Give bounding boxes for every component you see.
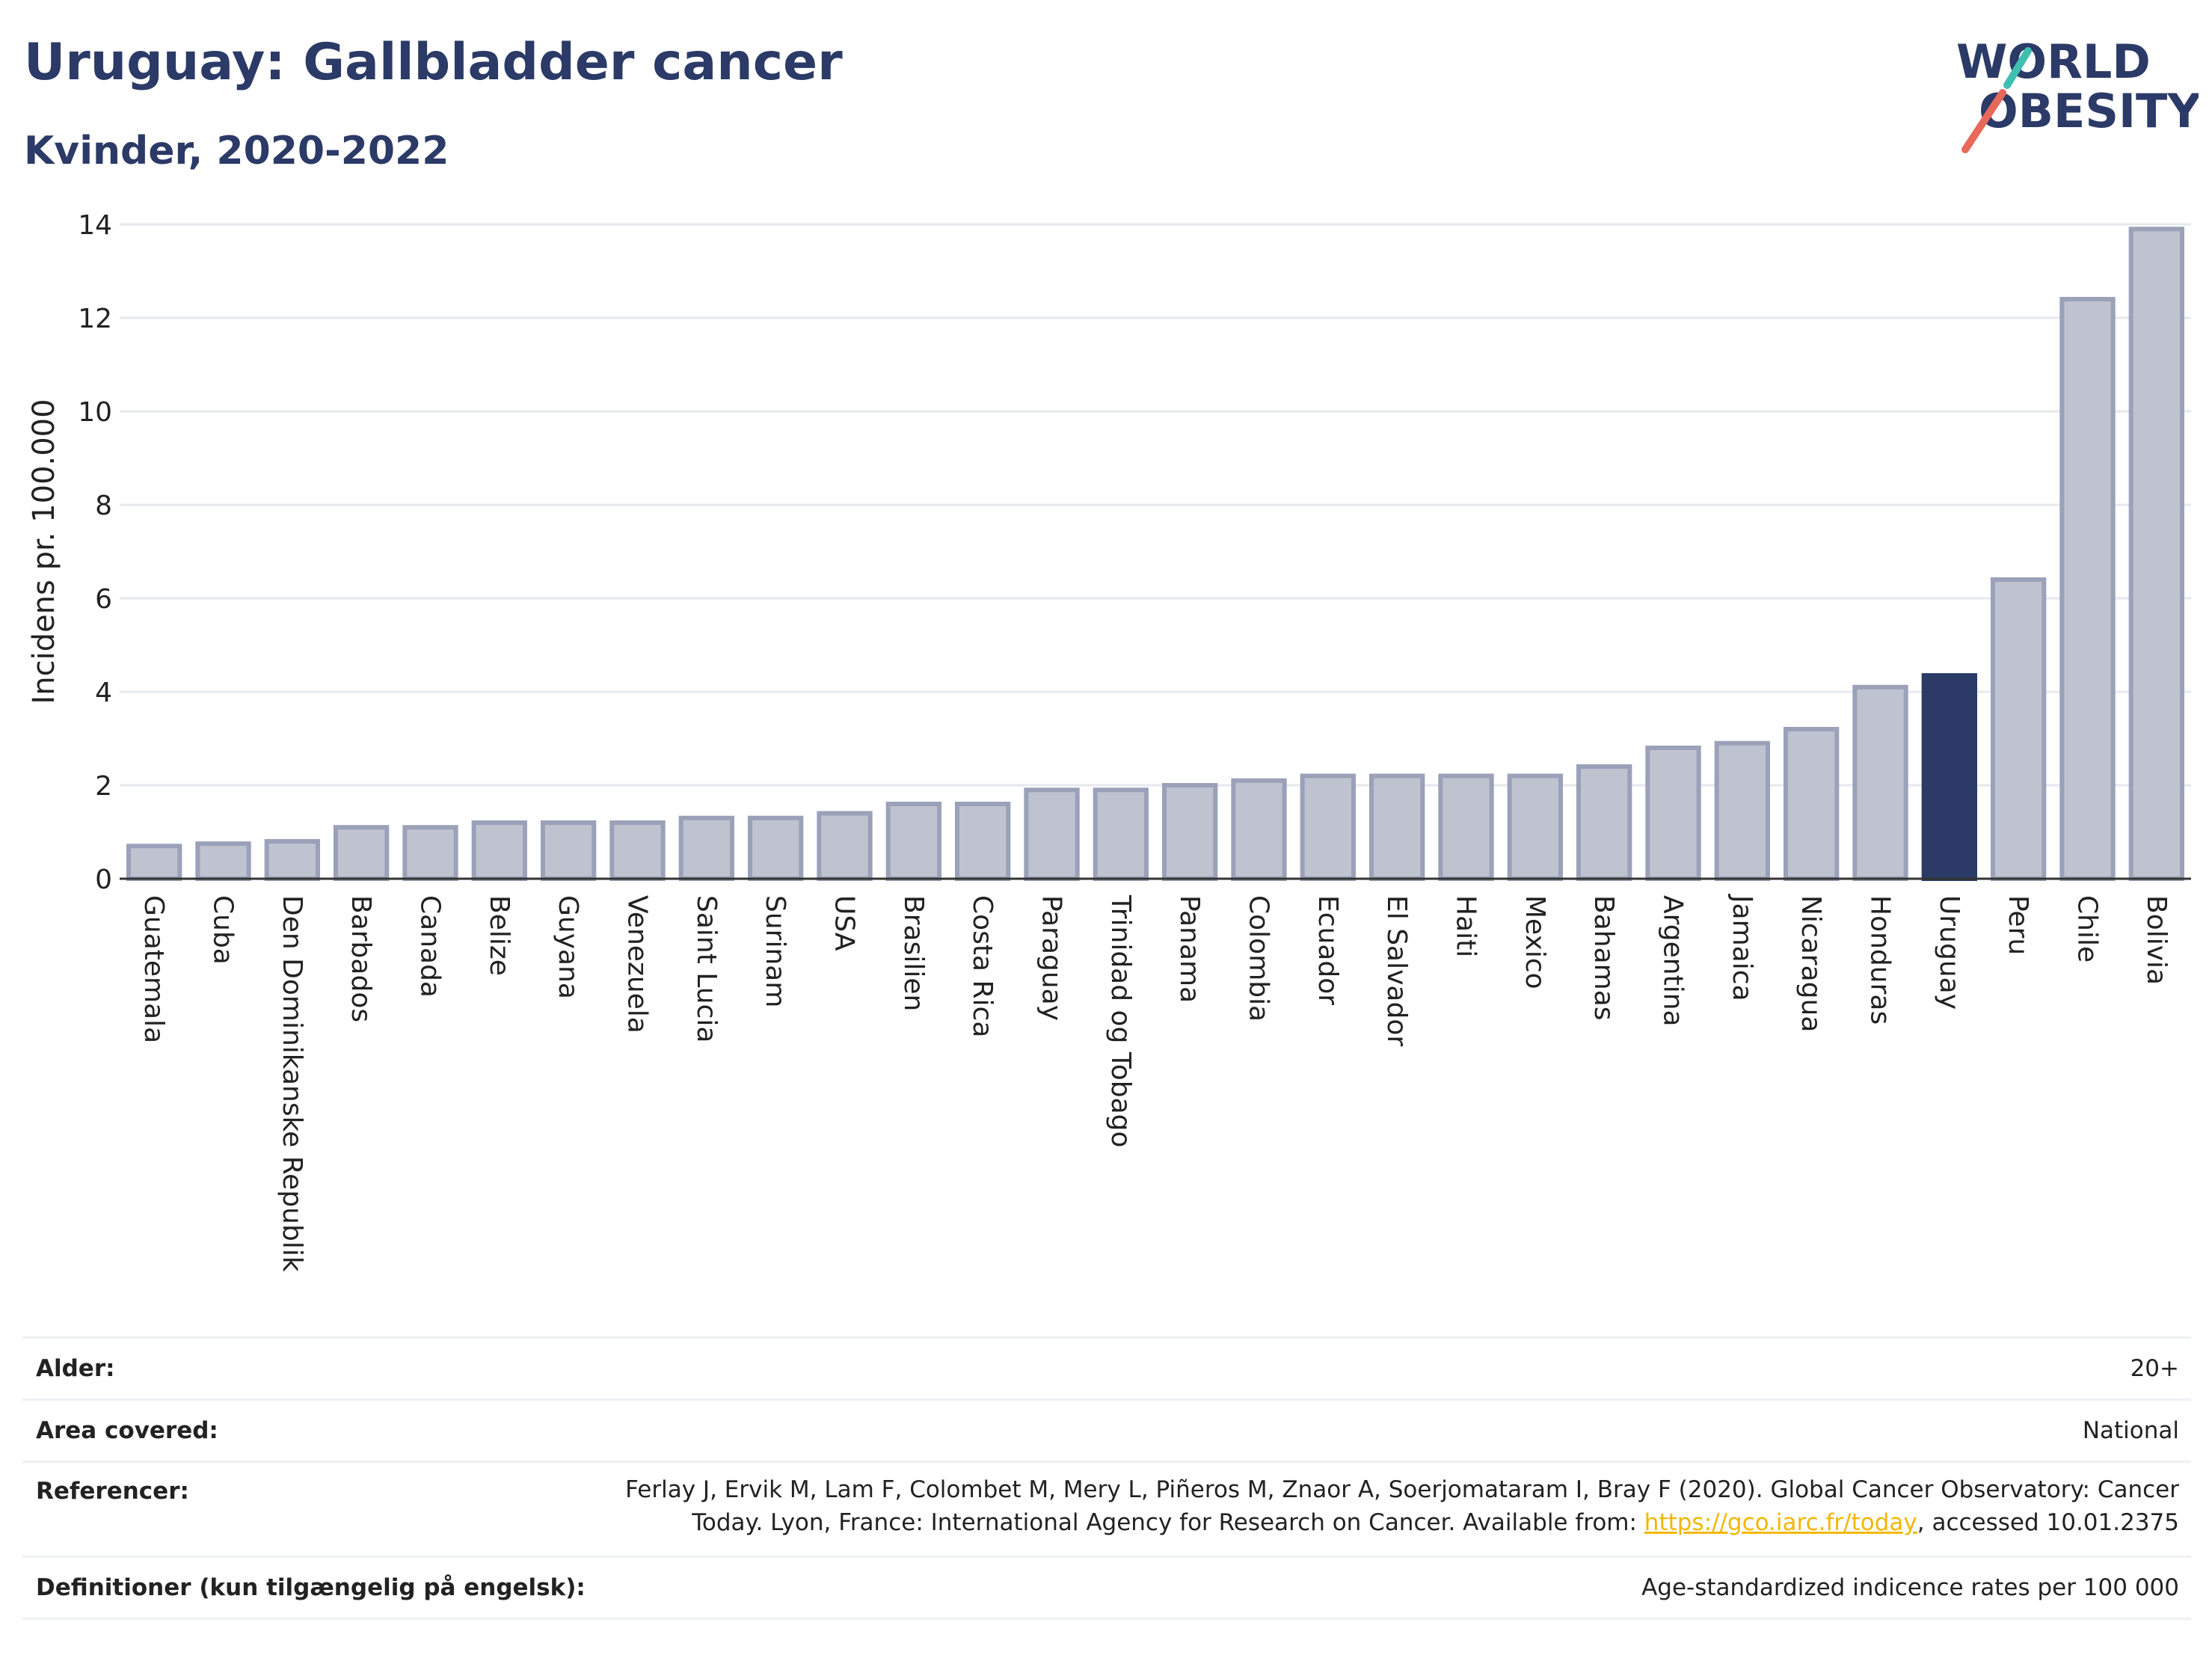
x-tick-label: Haiti	[1451, 895, 1481, 957]
meta-row-definitions: Definitioner (kun tilgængelig på engelsk…	[22, 1558, 2191, 1620]
bar	[609, 820, 666, 881]
bar	[1438, 773, 1494, 881]
y-tick-label: 12	[78, 304, 112, 334]
bar	[817, 811, 873, 881]
bar	[195, 841, 251, 881]
ref-line2-post: , accessed 10.01.2375	[1917, 1509, 2179, 1536]
x-tick-label: Guatemala	[138, 895, 169, 1043]
bar	[471, 820, 527, 881]
x-tick-label: Uruguay	[1934, 895, 1964, 1010]
x-tick-label: Costa Rica	[967, 895, 998, 1037]
ref-value: Ferlay J, Ervik M, Lam F, Colombet M, Me…	[625, 1473, 2179, 1539]
bar	[1162, 783, 1218, 881]
bar	[1645, 746, 1701, 881]
x-tick-label: Barbados	[345, 895, 376, 1022]
x-tick-label: Bahamas	[1588, 895, 1619, 1021]
bar	[1714, 740, 1770, 881]
bar-chart: 0 2 4 6 8 10 12 14 Incidens pr. 100.000 Guatemala…	[27, 210, 2191, 1272]
age-label: Alder:	[36, 1355, 115, 1382]
bar	[678, 815, 734, 881]
x-tick-label: Paraguay	[1036, 895, 1067, 1021]
bar	[748, 815, 804, 881]
meta-row-references: Referencer: Ferlay J, Ervik M, Lam F, Co…	[22, 1463, 2191, 1558]
bar	[1369, 773, 1425, 881]
meta-row-age: Alder: 20+	[22, 1339, 2191, 1401]
y-tick-label: 2	[95, 771, 112, 802]
bar	[1300, 773, 1356, 881]
area-label: Area covered:	[36, 1417, 218, 1444]
bar	[955, 802, 1011, 881]
def-label: Definitioner (kun tilgængelig på engelsk…	[36, 1574, 586, 1601]
x-tick-label: Nicaragua	[1795, 895, 1826, 1032]
bar	[334, 825, 390, 881]
bar	[402, 825, 458, 881]
x-tick-label: Bolivia	[2141, 895, 2172, 985]
y-tick-label: 8	[95, 491, 112, 521]
x-tick-label: Chile	[2072, 895, 2103, 962]
logo-line1: WORLD	[1956, 34, 2151, 89]
bar	[1576, 764, 1632, 881]
x-tick-label: Trinidad og Tobago	[1105, 894, 1136, 1148]
age-value: 20+	[2130, 1355, 2179, 1382]
y-tick-label: 4	[95, 678, 112, 708]
bar	[1991, 577, 2047, 881]
world-obesity-logo: WORLD OBESITY	[1956, 34, 2199, 153]
y-tick-label: 0	[95, 865, 112, 895]
x-tick-label: El Salvador	[1381, 895, 1412, 1046]
x-tick-label: Venezuela	[622, 895, 653, 1034]
y-tick-label: 10	[78, 397, 112, 428]
bar	[264, 839, 320, 881]
y-axis-label: Incidens pr. 100.000	[27, 399, 61, 704]
x-tick-label: Ecuador	[1312, 895, 1343, 1005]
x-tick-label: Guyana	[553, 895, 583, 999]
logo-line2: OBESITY	[1979, 84, 2199, 138]
bar	[1024, 787, 1080, 881]
meta-row-area: Area covered: National	[22, 1401, 2191, 1463]
area-value: National	[2082, 1417, 2179, 1444]
x-tick-label: Canada	[415, 895, 446, 998]
x-tick-label: Cuba	[208, 895, 239, 965]
bar	[1507, 773, 1563, 881]
logo-slash-teal	[2003, 47, 2032, 89]
metadata-table: Alder: 20+ Area covered: National Refere…	[22, 1336, 2191, 1620]
x-tick-label: Mexico	[1520, 895, 1550, 989]
ref-link[interactable]: https://gco.iarc.fr/today	[1644, 1509, 1917, 1536]
bar	[1231, 778, 1287, 881]
x-tick-label: USA	[829, 895, 860, 951]
x-tick-label: Panama	[1174, 895, 1205, 1003]
def-value: Age-standardized indicence rates per 100…	[1641, 1574, 2179, 1601]
bar	[1852, 684, 1908, 881]
bar	[2059, 297, 2116, 881]
ref-line1: Ferlay J, Ervik M, Lam F, Colombet M, Me…	[625, 1476, 2179, 1503]
bar	[885, 802, 941, 881]
bar	[126, 844, 182, 881]
bar	[2128, 227, 2184, 881]
page-subtitle: Kvinder, 2020-2022	[24, 129, 449, 174]
x-tick-label: Colombia	[1244, 895, 1274, 1022]
ref-line2: Today. Lyon, France: International Agenc…	[625, 1506, 2179, 1539]
ref-line2-pre: Today. Lyon, France: International Agenc…	[692, 1509, 1644, 1536]
x-tick-label: Honduras	[1865, 895, 1896, 1025]
page-title: Uruguay: Gallbladder cancer	[24, 33, 843, 92]
bar	[1784, 727, 1840, 881]
x-tick-label: Jamaica	[1727, 894, 1757, 1001]
bar	[541, 820, 597, 881]
logo-slash-red	[1961, 89, 2006, 153]
bar	[1093, 787, 1149, 881]
x-tick-label: Peru	[2003, 895, 2033, 955]
x-tick-label: Argentina	[1658, 895, 1689, 1027]
x-tick-label: Saint Lucia	[691, 895, 722, 1043]
ref-label: Referencer:	[36, 1478, 189, 1505]
x-tick-label: Brasilien	[898, 895, 929, 1011]
y-tick-label: 14	[78, 210, 112, 241]
x-tick-label: Belize	[484, 895, 514, 976]
x-tick-label: Den Dominikanske Republik	[277, 895, 307, 1272]
y-tick-label: 6	[95, 584, 112, 615]
x-tick-label: Surinam	[760, 895, 790, 1007]
bar	[1921, 673, 1977, 881]
